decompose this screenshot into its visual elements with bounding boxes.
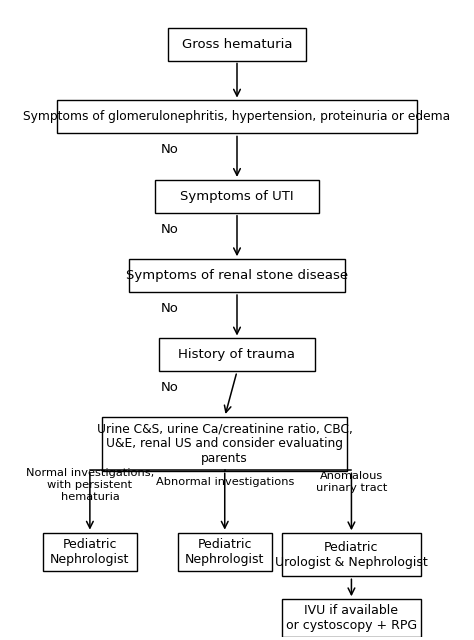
FancyBboxPatch shape: [167, 28, 307, 61]
FancyBboxPatch shape: [43, 532, 137, 571]
Text: No: No: [161, 381, 179, 394]
Text: IVU if available
or cystoscopy + RPG: IVU if available or cystoscopy + RPG: [286, 604, 417, 632]
Text: Symptoms of UTI: Symptoms of UTI: [180, 190, 294, 203]
Text: History of trauma: History of trauma: [179, 348, 295, 362]
FancyBboxPatch shape: [159, 339, 315, 371]
Text: Symptoms of glomerulonephritis, hypertension, proteinuria or edema: Symptoms of glomerulonephritis, hyperten…: [23, 111, 451, 124]
Text: Pediatric
Nephrologist: Pediatric Nephrologist: [185, 538, 264, 566]
Text: Anomalous
urinary tract: Anomalous urinary tract: [316, 471, 387, 493]
Text: Abnormal investigations: Abnormal investigations: [155, 477, 294, 487]
FancyBboxPatch shape: [57, 100, 417, 134]
FancyBboxPatch shape: [282, 533, 421, 576]
Text: Pediatric
Nephrologist: Pediatric Nephrologist: [50, 538, 129, 566]
Text: No: No: [161, 223, 179, 236]
FancyBboxPatch shape: [102, 417, 347, 470]
FancyBboxPatch shape: [282, 599, 421, 637]
Text: Normal investigations,
with persistent
hematuria: Normal investigations, with persistent h…: [26, 468, 154, 502]
Text: Pediatric
Urologist & Nephrologist: Pediatric Urologist & Nephrologist: [275, 541, 428, 569]
FancyBboxPatch shape: [178, 532, 272, 571]
Text: No: No: [161, 143, 179, 156]
Text: Symptoms of renal stone disease: Symptoms of renal stone disease: [126, 269, 348, 282]
Text: No: No: [161, 302, 179, 315]
Text: Gross hematuria: Gross hematuria: [182, 38, 292, 51]
FancyBboxPatch shape: [155, 180, 319, 212]
Text: Urine C&S, urine Ca/creatinine ratio, CBC,
U&E, renal US and consider evaluating: Urine C&S, urine Ca/creatinine ratio, CB…: [97, 422, 353, 465]
FancyBboxPatch shape: [129, 259, 345, 292]
